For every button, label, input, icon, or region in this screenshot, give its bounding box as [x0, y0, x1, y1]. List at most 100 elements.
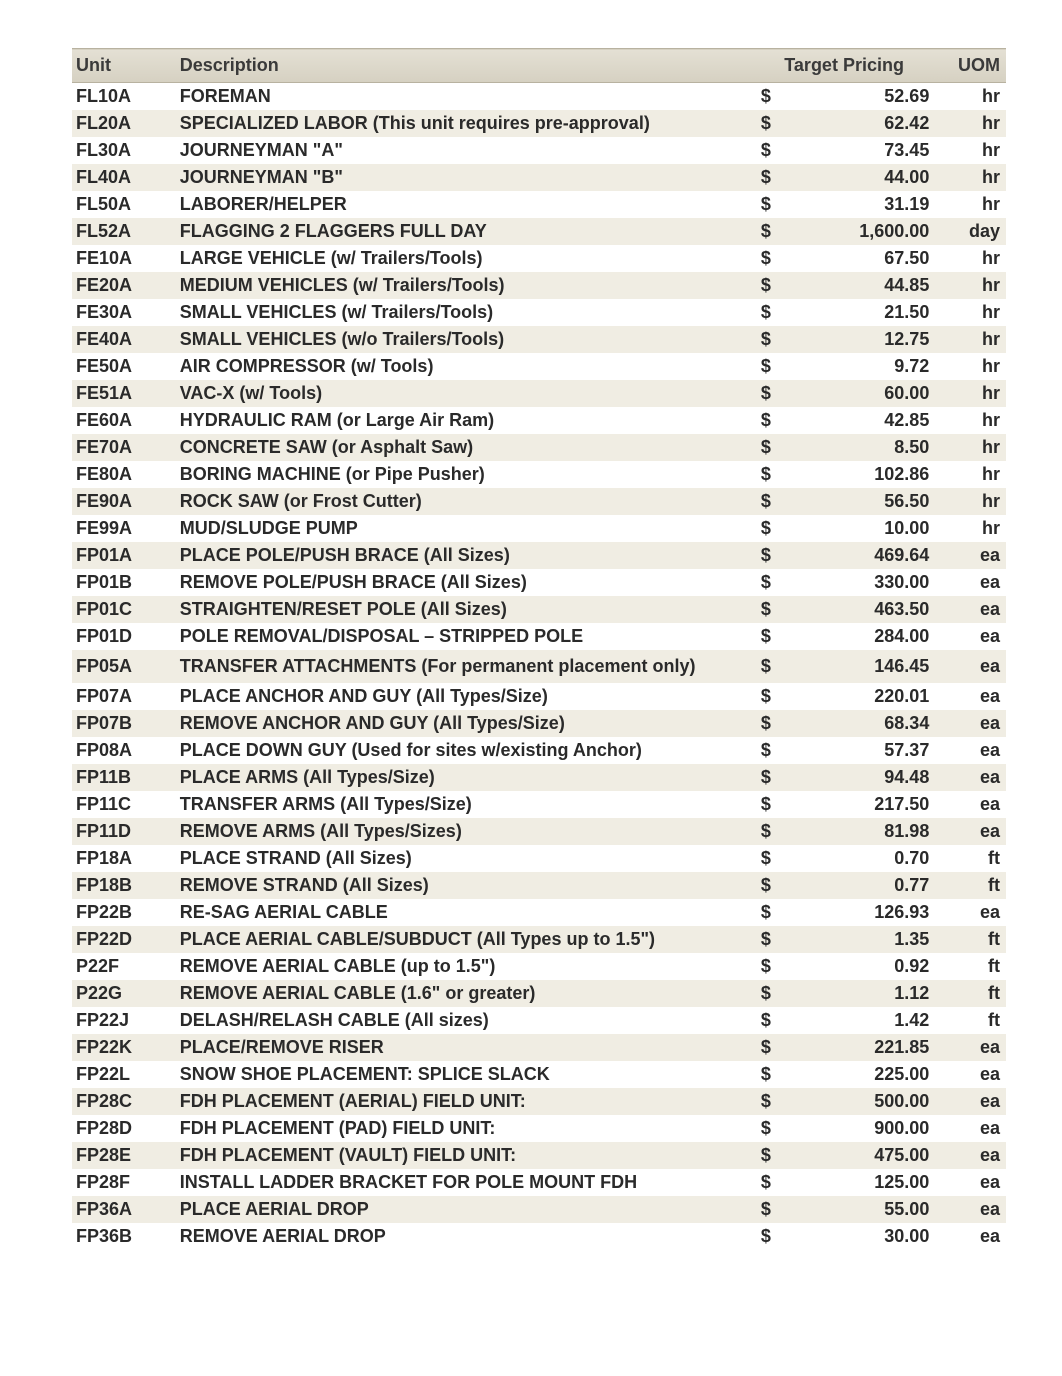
table-row: FP22DPLACE AERIAL CABLE/SUBDUCT (All Typ… — [72, 926, 1006, 953]
cell-price: 42.85 — [798, 407, 933, 434]
cell-uom: ea — [933, 1088, 1006, 1115]
cell-unit: FP22B — [72, 899, 176, 926]
cell-uom: hr — [933, 488, 1006, 515]
cell-currency: $ — [757, 434, 799, 461]
table-row: FE60AHYDRAULIC RAM (or Large Air Ram)$42… — [72, 407, 1006, 434]
table-row: FE10ALARGE VEHICLE (w/ Trailers/Tools)$6… — [72, 245, 1006, 272]
cell-price: 475.00 — [798, 1142, 933, 1169]
cell-price: 1.12 — [798, 980, 933, 1007]
cell-unit: FL50A — [72, 191, 176, 218]
cell-unit: FP28F — [72, 1169, 176, 1196]
cell-uom: ea — [933, 791, 1006, 818]
cell-unit: FP22J — [72, 1007, 176, 1034]
cell-price: 330.00 — [798, 569, 933, 596]
cell-currency: $ — [757, 1088, 799, 1115]
cell-uom: ft — [933, 872, 1006, 899]
cell-currency: $ — [757, 245, 799, 272]
table-row: FE80ABORING MACHINE (or Pipe Pusher)$102… — [72, 461, 1006, 488]
cell-price: 102.86 — [798, 461, 933, 488]
cell-unit: FE20A — [72, 272, 176, 299]
table-row: FP11DREMOVE ARMS (All Types/Sizes)$81.98… — [72, 818, 1006, 845]
cell-price: 30.00 — [798, 1223, 933, 1250]
cell-price: 220.01 — [798, 683, 933, 710]
cell-currency: $ — [757, 764, 799, 791]
cell-price: 284.00 — [798, 623, 933, 650]
cell-currency: $ — [757, 569, 799, 596]
cell-description: PLACE ARMS (All Types/Size) — [176, 764, 757, 791]
cell-description: TRANSFER ATTACHMENTS (For permanent plac… — [176, 650, 757, 683]
cell-currency: $ — [757, 299, 799, 326]
table-row: FL10AFOREMAN$52.69hr — [72, 83, 1006, 111]
cell-unit: FP36B — [72, 1223, 176, 1250]
cell-unit: FE99A — [72, 515, 176, 542]
cell-currency: $ — [757, 380, 799, 407]
cell-unit: FP22D — [72, 926, 176, 953]
table-row: FL30AJOURNEYMAN "A"$73.45hr — [72, 137, 1006, 164]
table-row: FP36BREMOVE AERIAL DROP$30.00ea — [72, 1223, 1006, 1250]
cell-uom: ea — [933, 542, 1006, 569]
cell-description: LABORER/HELPER — [176, 191, 757, 218]
table-row: FL52AFLAGGING 2 FLAGGERS FULL DAY$1,600.… — [72, 218, 1006, 245]
cell-description: REMOVE AERIAL CABLE (up to 1.5") — [176, 953, 757, 980]
table-row: FP01DPOLE REMOVAL/DISPOSAL – STRIPPED PO… — [72, 623, 1006, 650]
cell-description: CONCRETE SAW (or Asphalt Saw) — [176, 434, 757, 461]
cell-currency: $ — [757, 83, 799, 111]
cell-currency: $ — [757, 542, 799, 569]
table-row: FP07BREMOVE ANCHOR AND GUY (All Types/Si… — [72, 710, 1006, 737]
cell-uom: hr — [933, 272, 1006, 299]
th-unit: Unit — [72, 49, 176, 83]
cell-uom: ea — [933, 1223, 1006, 1250]
cell-currency: $ — [757, 1061, 799, 1088]
cell-unit: FP28E — [72, 1142, 176, 1169]
cell-currency: $ — [757, 1034, 799, 1061]
cell-unit: FP28C — [72, 1088, 176, 1115]
cell-uom: hr — [933, 245, 1006, 272]
cell-description: VAC-X (w/ Tools) — [176, 380, 757, 407]
cell-description: AIR COMPRESSOR (w/ Tools) — [176, 353, 757, 380]
cell-currency: $ — [757, 191, 799, 218]
cell-uom: ea — [933, 650, 1006, 683]
cell-currency: $ — [757, 137, 799, 164]
cell-description: SNOW SHOE PLACEMENT: SPLICE SLACK — [176, 1061, 757, 1088]
cell-description: SMALL VEHICLES (w/ Trailers/Tools) — [176, 299, 757, 326]
cell-price: 73.45 — [798, 137, 933, 164]
cell-price: 225.00 — [798, 1061, 933, 1088]
cell-uom: hr — [933, 353, 1006, 380]
cell-description: HYDRAULIC RAM (or Large Air Ram) — [176, 407, 757, 434]
cell-unit: FP36A — [72, 1196, 176, 1223]
th-uom: UOM — [933, 49, 1006, 83]
cell-uom: ft — [933, 926, 1006, 953]
cell-currency: $ — [757, 980, 799, 1007]
cell-currency: $ — [757, 353, 799, 380]
cell-uom: ea — [933, 683, 1006, 710]
cell-description: FDH PLACEMENT (AERIAL) FIELD UNIT: — [176, 1088, 757, 1115]
cell-currency: $ — [757, 110, 799, 137]
cell-currency: $ — [757, 737, 799, 764]
cell-uom: hr — [933, 515, 1006, 542]
cell-currency: $ — [757, 1223, 799, 1250]
cell-currency: $ — [757, 1115, 799, 1142]
cell-price: 21.50 — [798, 299, 933, 326]
cell-currency: $ — [757, 488, 799, 515]
table-row: FP07APLACE ANCHOR AND GUY (All Types/Siz… — [72, 683, 1006, 710]
cell-unit: FP28D — [72, 1115, 176, 1142]
cell-uom: hr — [933, 164, 1006, 191]
table-row: FP28EFDH PLACEMENT (VAULT) FIELD UNIT:$4… — [72, 1142, 1006, 1169]
cell-description: BORING MACHINE (or Pipe Pusher) — [176, 461, 757, 488]
cell-price: 81.98 — [798, 818, 933, 845]
cell-uom: ea — [933, 596, 1006, 623]
cell-price: 463.50 — [798, 596, 933, 623]
cell-currency: $ — [757, 623, 799, 650]
cell-uom: hr — [933, 299, 1006, 326]
cell-uom: hr — [933, 326, 1006, 353]
cell-uom: ea — [933, 899, 1006, 926]
table-row: FE50AAIR COMPRESSOR (w/ Tools)$9.72hr — [72, 353, 1006, 380]
cell-uom: hr — [933, 407, 1006, 434]
cell-price: 57.37 — [798, 737, 933, 764]
cell-price: 56.50 — [798, 488, 933, 515]
table-row: FP22JDELASH/RELASH CABLE (All sizes)$1.4… — [72, 1007, 1006, 1034]
cell-unit: FP01B — [72, 569, 176, 596]
cell-currency: $ — [757, 515, 799, 542]
cell-price: 126.93 — [798, 899, 933, 926]
cell-uom: hr — [933, 137, 1006, 164]
